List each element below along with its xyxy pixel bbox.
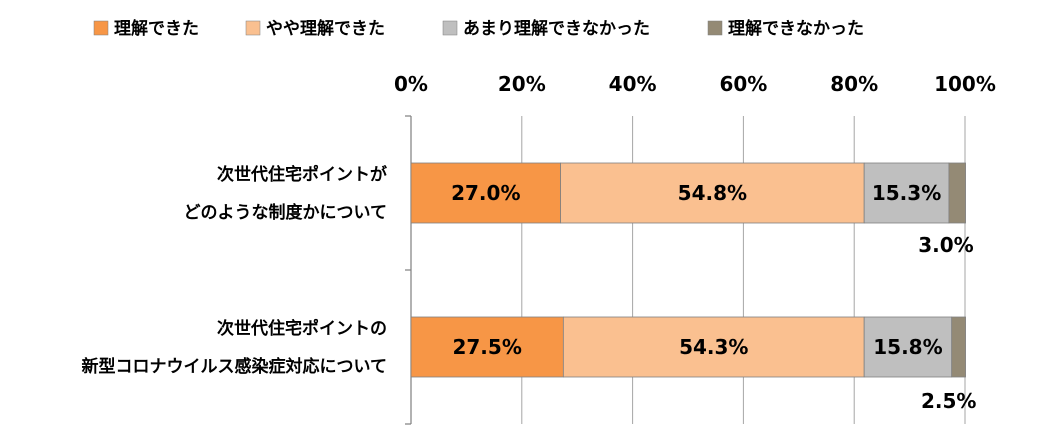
- x-axis-ticks: 0% 20% 40% 60% 80% 100%: [394, 72, 996, 424]
- legend: 理解できた やや理解できた あまり理解できなかった 理解できなかった: [93, 18, 864, 39]
- tick-label: 60%: [719, 72, 767, 96]
- bar-segment: [560, 162, 865, 224]
- data-label: 54.3%: [679, 335, 748, 359]
- category-axis: [405, 115, 412, 425]
- tick-label: 0%: [394, 72, 428, 96]
- legend-swatch: [245, 20, 261, 36]
- legend-swatch: [93, 20, 109, 36]
- legend-label: やや理解できた: [266, 18, 385, 39]
- category-label: 次世代住宅ポイントが: [217, 164, 387, 185]
- category-labels: 次世代住宅ポイントがどのような制度かについて次世代住宅ポイントの新型コロナウイル…: [82, 164, 388, 377]
- tick-label: 40%: [609, 72, 657, 96]
- legend-swatch: [442, 20, 458, 36]
- legend-swatch: [707, 20, 723, 36]
- data-label: 15.3%: [872, 181, 941, 205]
- tick-label: 20%: [498, 72, 546, 96]
- bar-segment: [410, 162, 561, 224]
- category-label: 次世代住宅ポイントの: [217, 318, 387, 339]
- category-label: 新型コロナウイルス感染症対応について: [82, 356, 388, 377]
- data-label: 15.8%: [873, 335, 942, 359]
- data-label: 2.5%: [921, 389, 976, 413]
- data-label: 54.8%: [678, 181, 747, 205]
- legend-label: あまり理解できなかった: [463, 18, 650, 39]
- data-label: 27.5%: [452, 335, 521, 359]
- bar-segment: [948, 162, 966, 224]
- bar-segment: [863, 162, 950, 224]
- bars: 27.0% 54.8% 15.3% 3.0% 27.5% 54.3% 15.8% 2.5%: [410, 162, 976, 413]
- legend-label: 理解できた: [114, 18, 199, 39]
- bar-segment: [863, 316, 953, 378]
- data-label: 3.0%: [918, 233, 973, 257]
- bar-segment: [951, 316, 966, 378]
- tick-label: 100%: [934, 72, 996, 96]
- bar-segment: [562, 316, 865, 378]
- category-label: どのような制度かについて: [184, 202, 388, 223]
- legend-label: 理解できなかった: [728, 18, 864, 39]
- data-label: 27.0%: [451, 181, 520, 205]
- tick-label: 80%: [830, 72, 878, 96]
- bar-segment: [410, 316, 564, 378]
